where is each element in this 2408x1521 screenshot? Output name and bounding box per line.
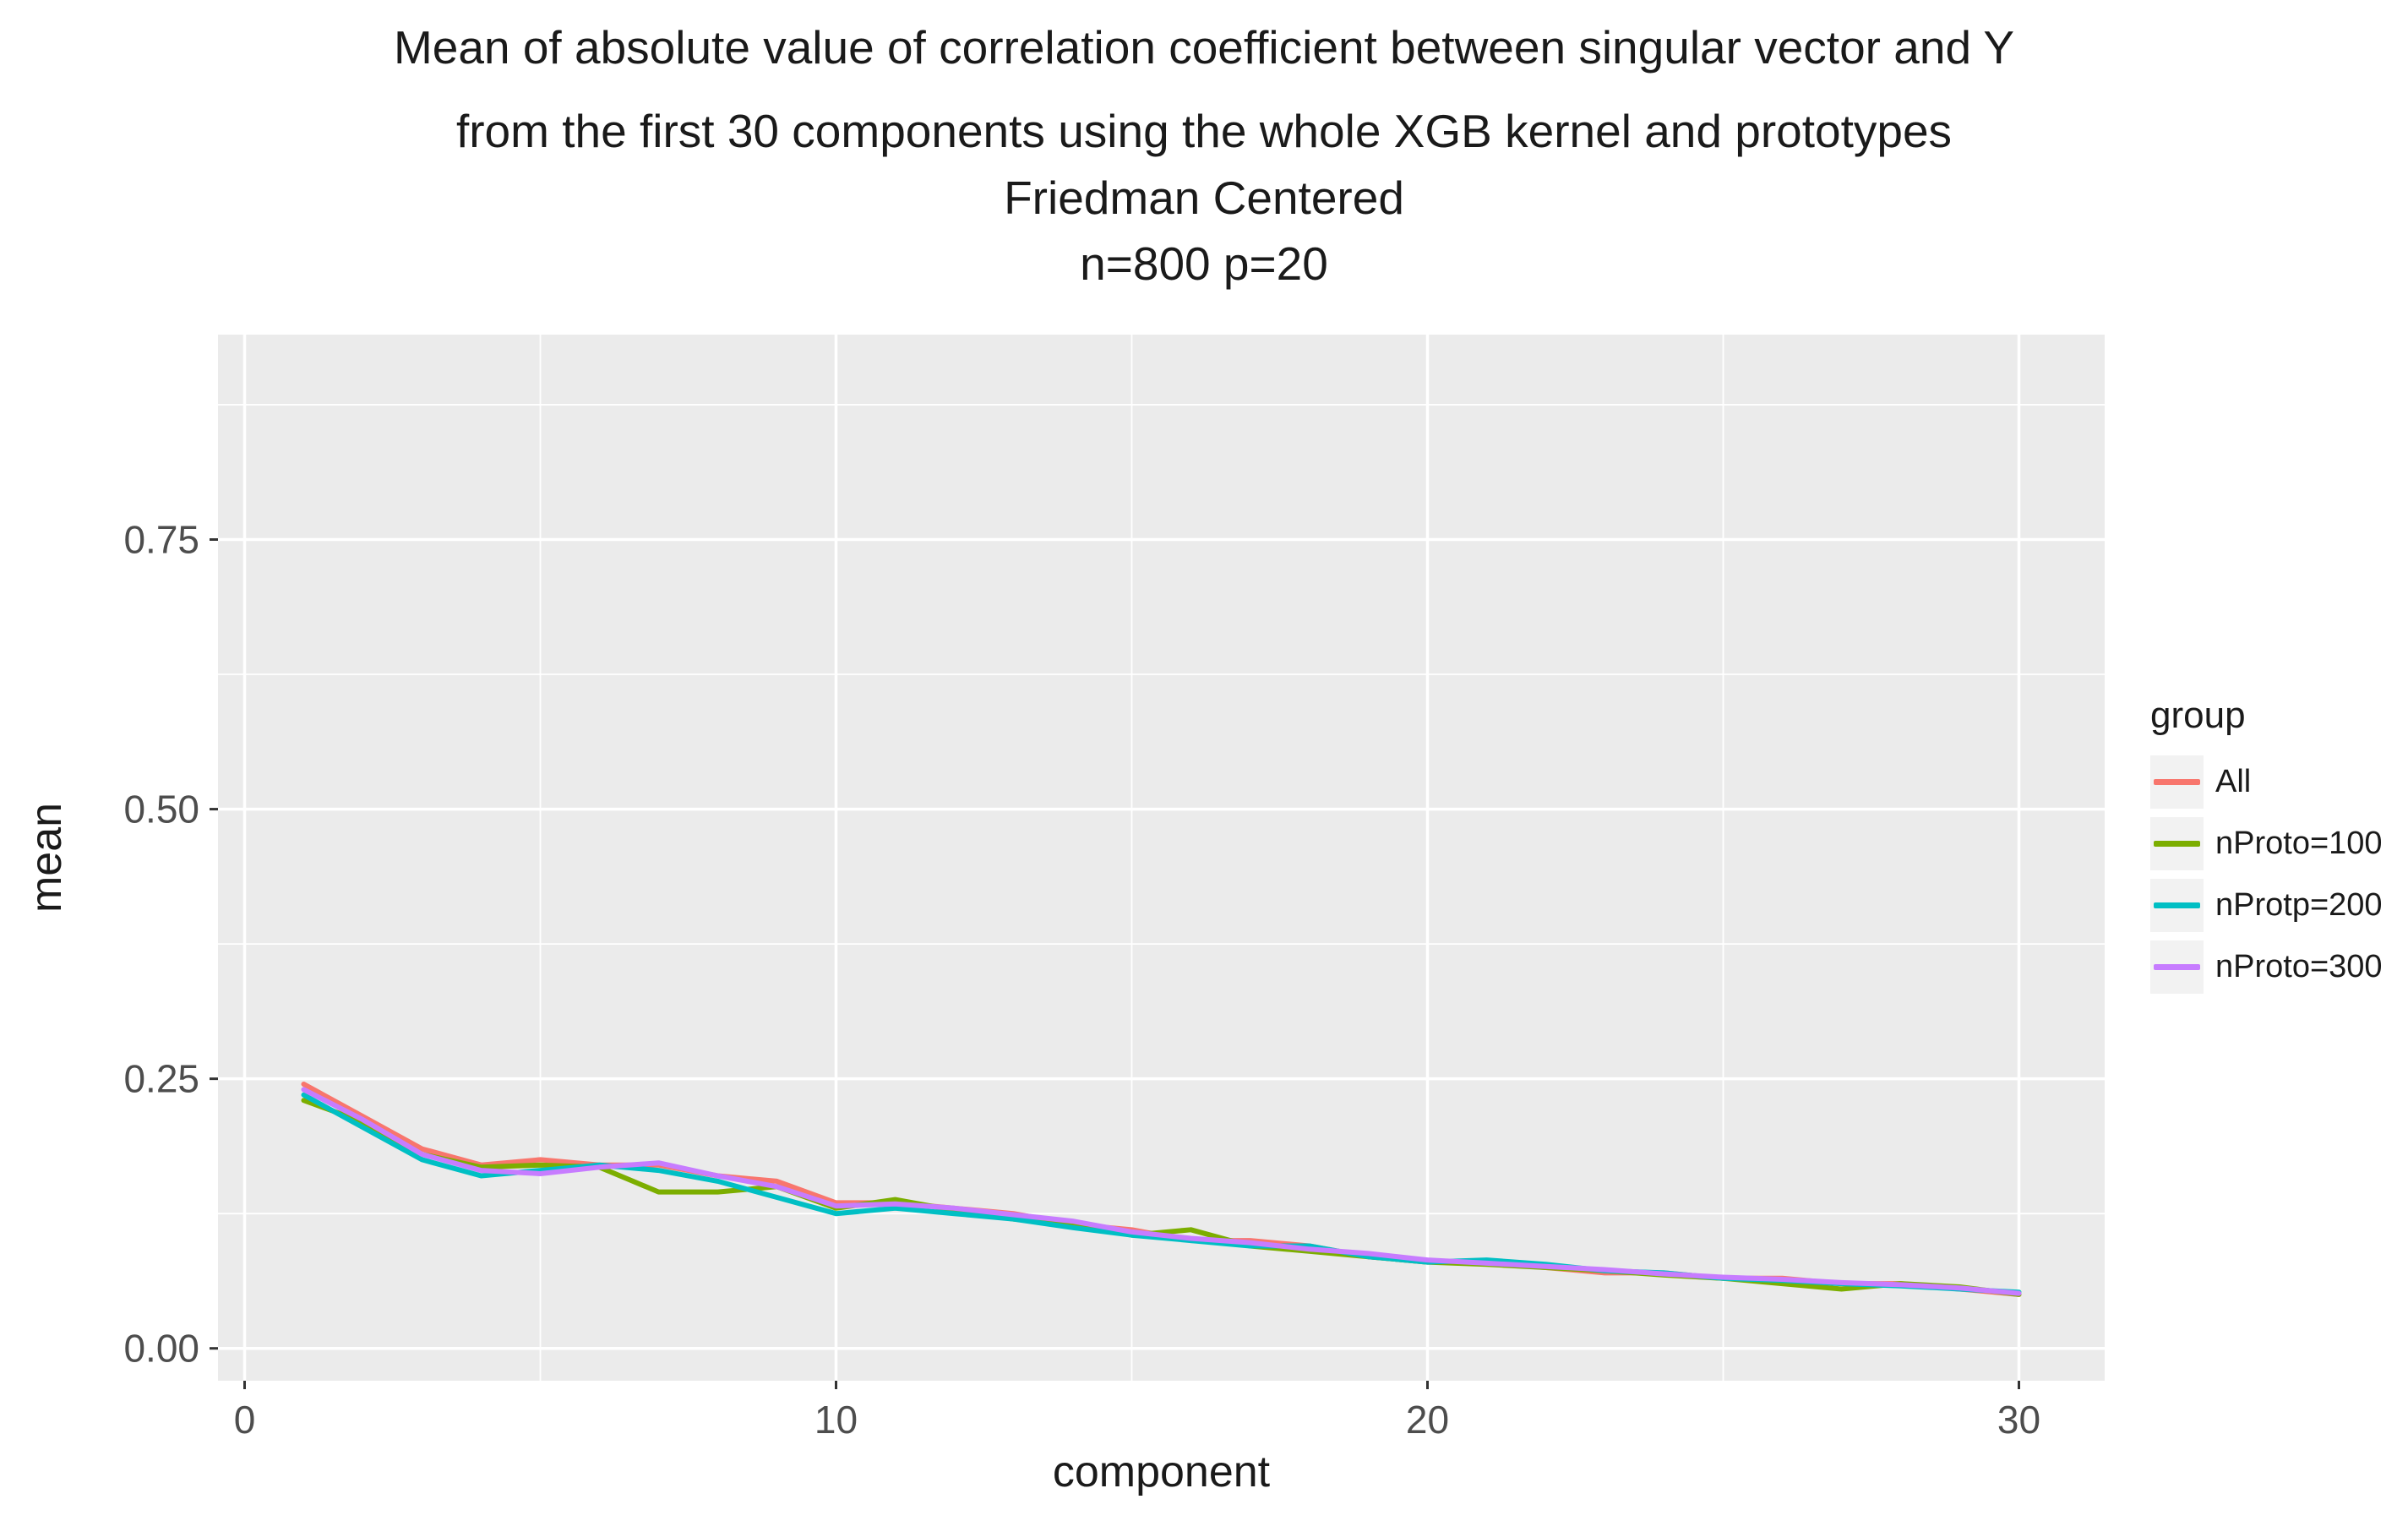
x-axis-title: component [1052,1447,1271,1496]
legend-key [2150,755,2204,809]
legend: group All nProto=100 nProtp=200 nProto=300 [2150,695,2404,1002]
legend-line-swatch [2154,779,2200,785]
chart-title-line-2: from the first 30 components using the w… [455,104,1953,157]
legend-item: nProto=100 [2150,817,2404,870]
series-lines [301,1082,2022,1297]
legend-line-swatch [2154,902,2200,908]
x-tick-label: 30 [1997,1398,2040,1442]
legend-item: nProtp=200 [2150,879,2404,932]
legend-label: nProto=300 [2215,949,2383,984]
series-line-nProto=300 [301,1087,2022,1296]
y-axis-title: mean [22,802,71,913]
chart-title-line-4: n=800 p=20 [1080,237,1328,291]
chart-title-line-1: Mean of absolute value of correlation co… [393,21,2015,74]
grid-major [218,335,2105,1381]
legend-key [2150,817,2204,870]
y-tick-label: 0.25 [123,1057,199,1101]
panel-background [218,335,2105,1381]
legend-items: All nProto=100 nProtp=200 nProto=300 [2150,755,2404,994]
legend-label: nProto=100 [2215,826,2383,861]
x-tick-label: 0 [234,1398,256,1442]
legend-label: All [2215,764,2252,799]
axis-ticks: 0 10 20 30 0.00 0.25 0.50 0.75 [123,517,2040,1442]
legend-key [2150,879,2204,932]
x-tick-label: 10 [814,1398,858,1442]
legend-line-swatch [2154,964,2200,970]
legend-line-swatch [2154,841,2200,847]
chart-title: Mean of absolute value of correlation co… [0,8,2408,293]
legend-title: group [2150,695,2246,736]
grid-minor [218,335,2105,1381]
legend-key [2150,940,2204,994]
y-tick-label: 0.50 [123,788,199,831]
legend-item: All [2150,755,2404,809]
y-tick-label: 0.00 [123,1327,199,1371]
legend-label: nProtp=200 [2215,887,2383,923]
chart-title-line-3: Friedman Centered [1004,171,1404,224]
x-tick-label: 20 [1406,1398,1449,1442]
legend-item: nProto=300 [2150,940,2404,994]
y-tick-label: 0.75 [123,517,199,561]
